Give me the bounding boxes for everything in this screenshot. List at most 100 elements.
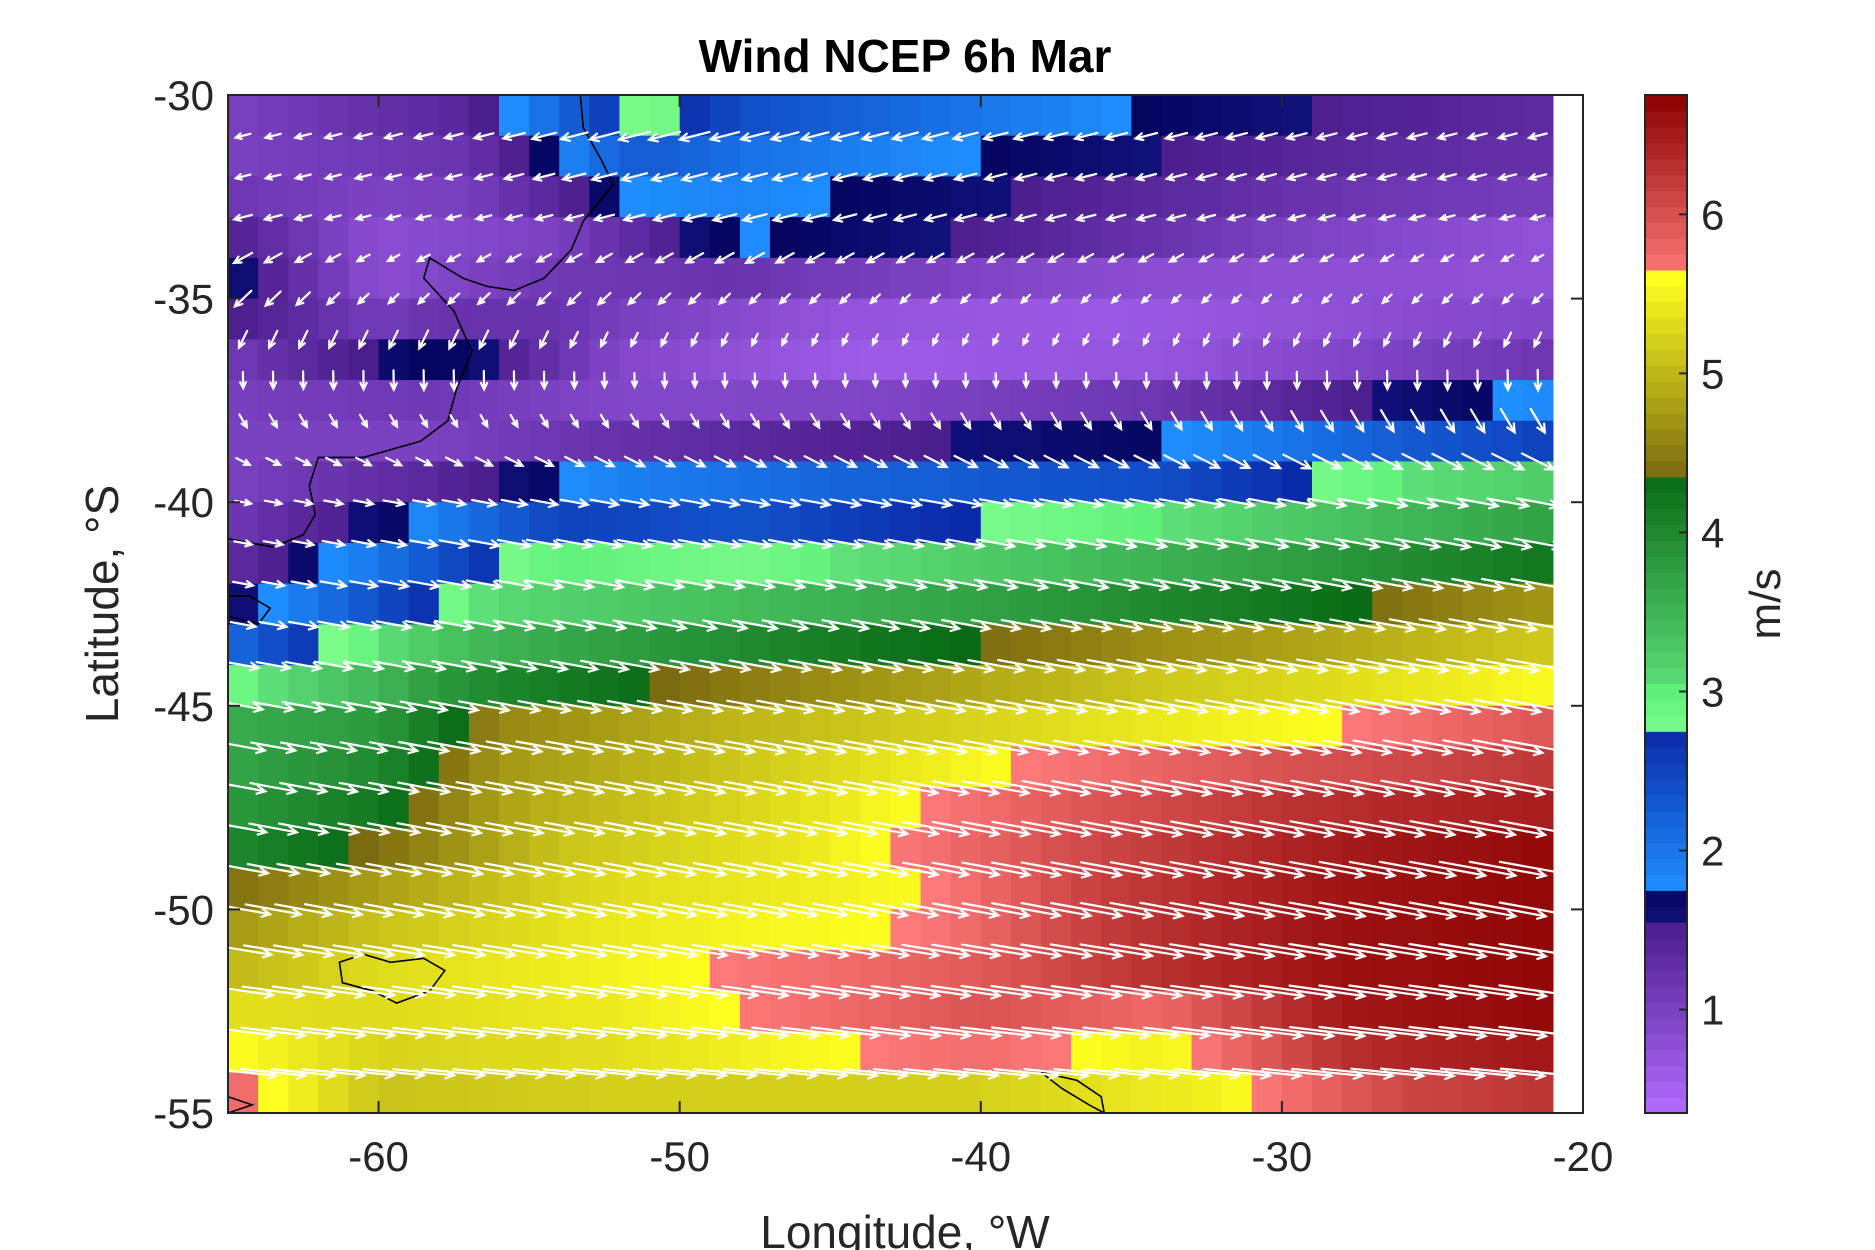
wind-vector [1396, 497, 1440, 510]
wind-vector [515, 740, 575, 755]
heatmap-cell [1191, 95, 1223, 137]
wind-vector [1381, 293, 1393, 305]
heatmap-cell [1251, 135, 1283, 178]
wind-vector [1172, 739, 1242, 756]
heatmap-cell [1071, 176, 1102, 218]
heatmap-cell [1161, 176, 1193, 218]
wind-vector [1023, 739, 1091, 756]
heatmap-cell [770, 257, 801, 300]
heatmap-cell [1221, 950, 1253, 992]
wind-vector [614, 579, 656, 591]
heatmap-cell [589, 95, 621, 137]
wind-vector [1288, 860, 1367, 879]
wind-vector [378, 579, 411, 590]
wind-vector [543, 821, 607, 837]
heatmap-cell [378, 787, 410, 829]
heatmap-cell [1402, 257, 1434, 300]
heatmap-cell [1101, 135, 1132, 178]
y-tick-label: -45 [153, 683, 214, 730]
wind-vector [1272, 578, 1323, 592]
y-tick-label: -30 [153, 72, 214, 119]
heatmap-cell [770, 135, 801, 178]
wind-vector [1080, 820, 1154, 838]
colorbar-label: m/s [1741, 569, 1790, 640]
heatmap-cell [1131, 176, 1163, 218]
wind-vector [872, 861, 941, 878]
wind-vector [1230, 410, 1244, 432]
heatmap-cell [709, 420, 741, 463]
wind-vector [754, 740, 818, 756]
heatmap-cell [228, 746, 259, 788]
wind-vector [1322, 739, 1394, 757]
wind-vector [233, 132, 252, 140]
heatmap-cell [1281, 95, 1313, 137]
wind-vector [1431, 452, 1465, 471]
wind-vector [535, 253, 553, 263]
heatmap-cell [1281, 135, 1313, 178]
heatmap-cell [1432, 176, 1464, 218]
heatmap-cell [920, 135, 952, 178]
heatmap-cell [679, 665, 711, 707]
wind-vector [239, 370, 247, 391]
wind-vector [1042, 131, 1069, 142]
wind-vector [900, 985, 973, 1000]
wind-vector [661, 943, 730, 959]
wind-vector [478, 329, 490, 351]
wind-vector [1473, 698, 1543, 716]
wind-vector [1142, 333, 1150, 347]
heatmap-cell [589, 257, 621, 300]
wind-vector [933, 739, 1000, 756]
heatmap-cell [950, 95, 982, 137]
heatmap-cell [318, 705, 350, 748]
wind-vector [953, 454, 980, 469]
wind-vector [1224, 132, 1248, 141]
wind-vector [299, 370, 308, 392]
colorbar-segment [1645, 190, 1687, 207]
heatmap-cell [1221, 583, 1253, 625]
wind-vector [1163, 454, 1191, 469]
wind-vector [1318, 901, 1398, 920]
wind-vector [1348, 860, 1428, 879]
south-georgia-outline [1040, 1071, 1106, 1113]
wind-vector [1228, 901, 1307, 920]
heatmap-cell [830, 176, 861, 218]
wind-vector [1083, 739, 1151, 756]
wind-vector [343, 660, 386, 673]
heatmap-cell [499, 176, 530, 218]
heatmap-cell [438, 298, 470, 340]
wind-vector [864, 252, 885, 264]
wind-vector [1533, 331, 1543, 349]
heatmap-cell [258, 298, 289, 340]
wind-vector [899, 293, 911, 305]
heatmap-cell [499, 95, 530, 137]
wind-vector [1468, 984, 1549, 1001]
heatmap-cell [920, 624, 952, 666]
heatmap-cell [709, 502, 741, 544]
heatmap-cell [468, 217, 500, 259]
wind-vector [492, 619, 537, 632]
wind-vector [629, 413, 640, 429]
heatmap-cell [1462, 176, 1494, 218]
heatmap-cell [830, 461, 861, 503]
y-tick-label: -40 [153, 479, 214, 526]
heatmap-cell [499, 909, 530, 951]
wind-vector [427, 740, 482, 755]
heatmap-cell [348, 420, 380, 463]
wind-vector [383, 173, 403, 181]
colorbar-segment [1645, 508, 1687, 526]
wind-vector [1503, 698, 1574, 716]
heatmap-cell [1071, 502, 1102, 544]
heatmap-cell [920, 257, 952, 300]
heatmap-cell [1522, 909, 1554, 951]
colorbar-tick-label: 5 [1701, 350, 1724, 397]
wind-vector [1262, 739, 1333, 757]
heatmap-cell [950, 420, 982, 463]
wind-vector [860, 131, 890, 142]
plot-frame [227, 94, 1584, 1114]
wind-vector [1358, 618, 1418, 633]
wind-vector [624, 252, 644, 264]
heatmap-cell [1041, 95, 1072, 137]
wind-vector [1144, 699, 1210, 715]
wind-vector [293, 252, 312, 264]
